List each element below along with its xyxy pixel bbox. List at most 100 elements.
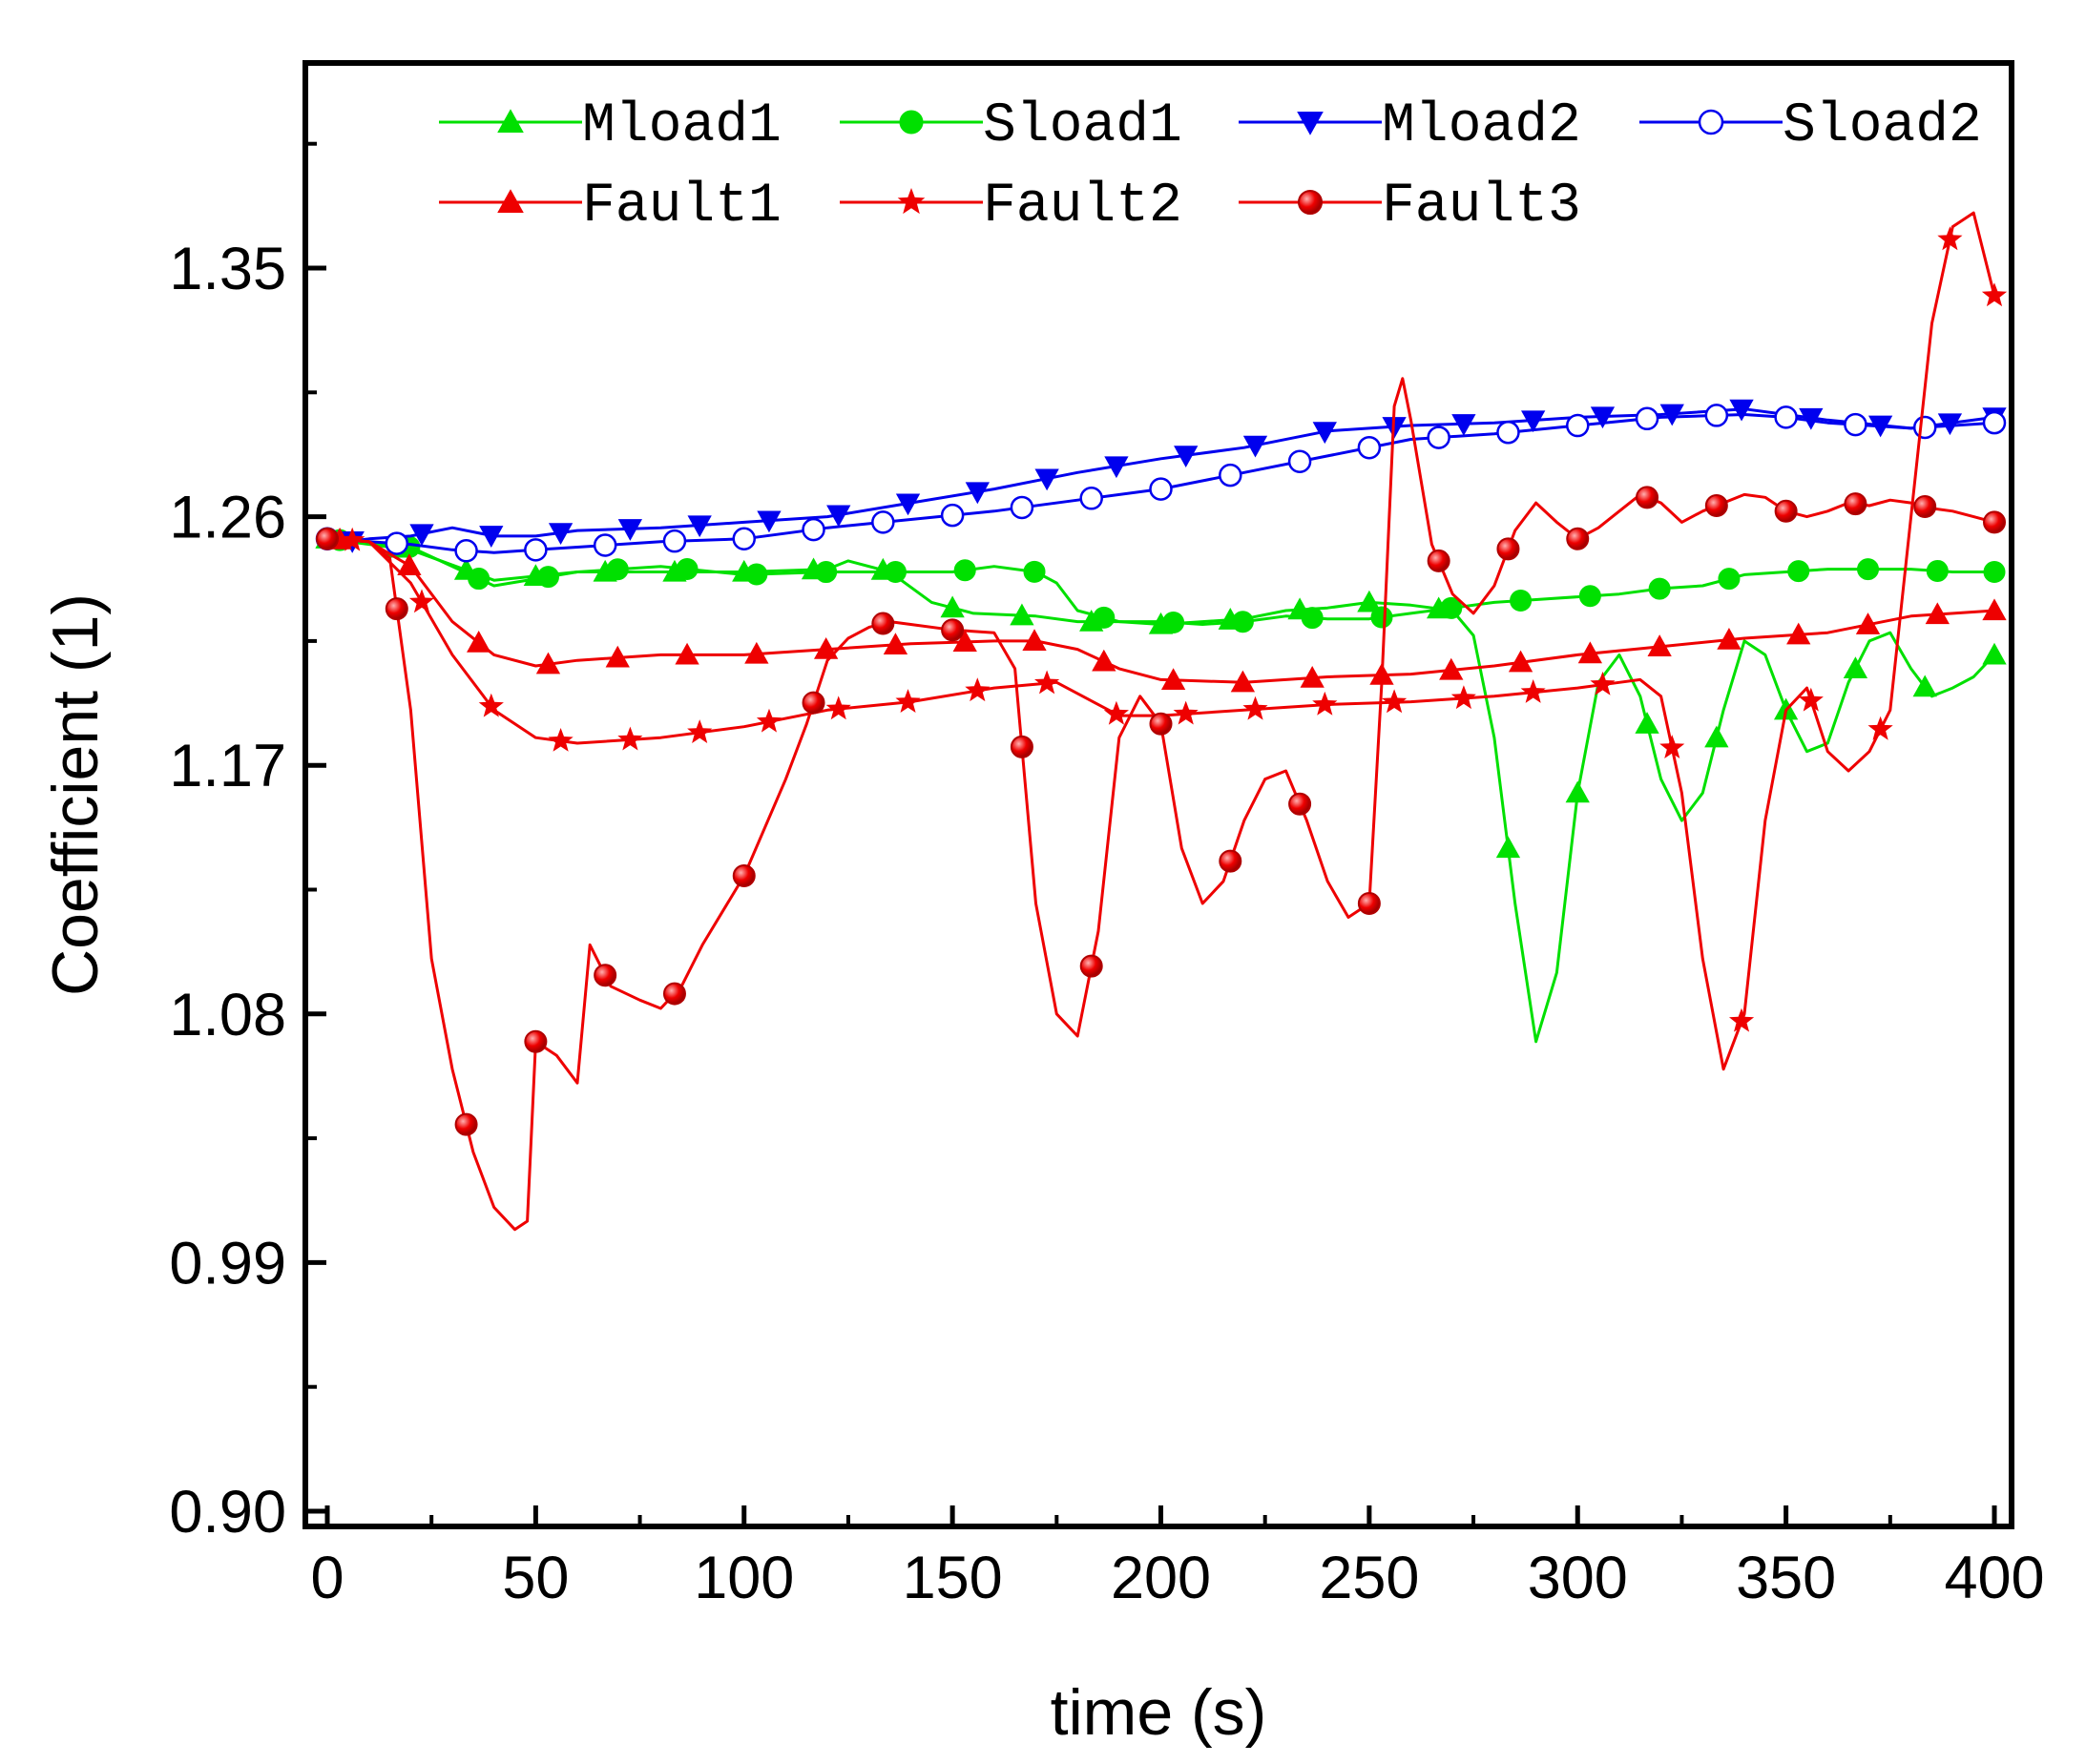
data-point-fault2 [617, 726, 643, 751]
y-axis-title: Coefficient (1) [39, 593, 112, 996]
data-point-sload1 [1301, 607, 1324, 630]
data-point-mload1 [1912, 674, 1937, 697]
data-point-fault2 [1798, 687, 1824, 712]
data-point-fault3 [385, 597, 408, 621]
data-point-mload1 [1704, 725, 1729, 748]
data-point-sload1 [1857, 558, 1880, 581]
y-tick-label: 1.35 [169, 236, 286, 302]
data-point-sload1 [606, 558, 629, 581]
data-point-fault3 [524, 1029, 548, 1053]
legend-label: Fault2 [983, 176, 1182, 238]
data-point-mload1 [1495, 836, 1521, 859]
data-point-mload2 [826, 505, 851, 528]
data-point-sload1 [676, 557, 699, 580]
data-point-fault3 [1774, 499, 1798, 523]
data-point-fault2 [1520, 679, 1546, 703]
data-point-fault1 [1982, 598, 2007, 621]
series-line-fault2 [326, 211, 1996, 1071]
data-point-mload1 [1843, 656, 1868, 678]
data-point-fault1 [1786, 622, 1811, 645]
legend-entry-mload1: Mload1 [439, 95, 782, 157]
data-point-mload2 [1312, 422, 1337, 445]
series-line-mload2 [326, 407, 1995, 547]
data-point-sload2 [1427, 425, 1450, 449]
data-point-mload2 [1659, 404, 1684, 426]
data-point-fault1 [1439, 657, 1464, 680]
legend-marker [497, 189, 524, 214]
data-point-sload2 [1219, 463, 1242, 488]
series-layer [315, 211, 2008, 1232]
series-mload2 [326, 399, 2007, 553]
data-point-fault1 [1160, 668, 1186, 690]
data-point-sload2 [1287, 449, 1312, 473]
data-point-fault2 [548, 728, 574, 752]
data-point-fault1 [397, 553, 422, 575]
data-point-mload1 [1982, 642, 2007, 665]
data-point-mload1 [940, 595, 965, 618]
data-point-sload2 [1149, 477, 1173, 501]
data-point-fault1 [1092, 649, 1116, 672]
series-mload1 [315, 527, 2007, 1044]
data-point-sload2 [524, 538, 548, 562]
series-fault3 [316, 377, 2006, 1232]
data-point-fault2 [1937, 226, 1963, 251]
legend-entry-fault3: Fault3 [1239, 176, 1581, 238]
data-point-sload2 [1982, 410, 2007, 435]
data-point-fault1 [467, 630, 491, 653]
y-tick-label: 1.17 [169, 733, 286, 799]
series-line-sload1 [326, 537, 1994, 626]
legend-label: Fault3 [1382, 176, 1581, 238]
plot-frame [302, 60, 2014, 1529]
data-point-mload1 [1565, 780, 1590, 803]
data-point-fault1 [605, 645, 630, 668]
data-point-fault2 [1729, 1007, 1755, 1032]
legend-entry-mload2: Mload2 [1239, 95, 1581, 157]
data-point-sload1 [1787, 560, 1810, 583]
data-point-fault1 [535, 652, 561, 674]
data-point-fault2 [825, 695, 851, 720]
data-point-fault3 [802, 691, 825, 715]
x-tick-label: 0 [310, 1545, 344, 1611]
data-point-sload2 [454, 539, 478, 563]
x-tick-label: 250 [1319, 1545, 1419, 1611]
legend-label: Sload2 [1783, 95, 1982, 157]
data-point-sload1 [1231, 611, 1254, 633]
data-point-mload2 [1104, 456, 1129, 479]
data-point-fault2 [1034, 670, 1060, 695]
data-point-sload1 [1926, 559, 1949, 582]
data-point-mload2 [1242, 435, 1268, 458]
legend-entry-sload1: Sload1 [840, 95, 1182, 157]
data-point-fault1 [675, 642, 699, 665]
series-line-sload2 [326, 413, 1995, 554]
series-sload2 [315, 404, 2007, 563]
data-point-fault3 [1496, 537, 1520, 561]
legend-entry-fault1: Fault1 [439, 176, 782, 238]
data-point-sload1 [1093, 606, 1116, 629]
data-point-sload1 [1648, 577, 1671, 600]
data-point-fault3 [941, 618, 965, 642]
data-point-fault1 [952, 630, 977, 653]
data-point-sload1 [884, 561, 907, 584]
data-point-fault3 [1219, 849, 1242, 873]
data-point-fault3 [1983, 510, 2006, 534]
legend: Mload1 Sload1 Mload2 Sload2 Fault1 Fault2 Faul… [439, 95, 1982, 238]
data-point-mload2 [1034, 468, 1059, 491]
data-point-sload2 [940, 503, 965, 528]
x-tick-label: 200 [1111, 1545, 1211, 1611]
data-point-fault3 [1704, 494, 1728, 518]
x-axis-title: time (s) [1051, 1676, 1267, 1749]
data-point-fault3 [871, 612, 895, 635]
data-point-fault3 [1079, 954, 1103, 978]
data-point-mload2 [617, 519, 643, 541]
data-point-mload2 [687, 515, 712, 538]
data-point-mload2 [1521, 410, 1546, 433]
axis-layer: 0 50 100 150 200 250 300 350 400 0.90 0.99 1.08 1.17… [169, 141, 2045, 1611]
data-point-fault2 [1103, 700, 1129, 725]
data-point-mload2 [965, 482, 990, 505]
data-point-fault2 [1659, 735, 1685, 758]
data-point-fault2 [478, 693, 504, 717]
data-point-sload1 [815, 561, 838, 584]
series-line-fault1 [326, 537, 1995, 684]
data-point-sload2 [1774, 405, 1798, 429]
